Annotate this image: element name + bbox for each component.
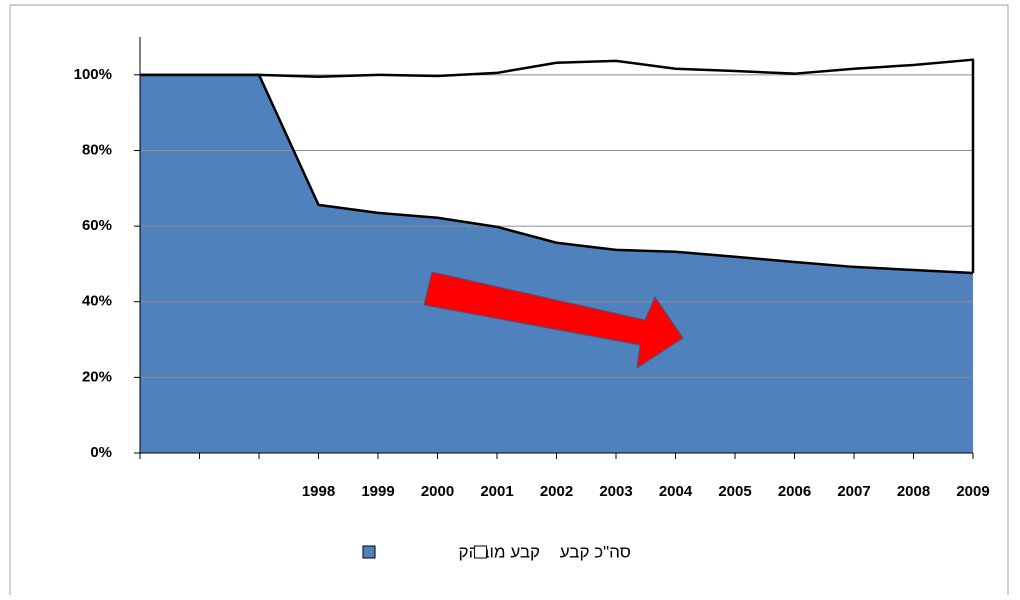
legend-swatch: [474, 545, 488, 559]
series-line: [140, 58, 975, 273]
trend-arrow: [423, 271, 684, 370]
x-tick-label: 2006: [778, 483, 811, 500]
y-tick-label: 80%: [82, 141, 112, 158]
x-tick-label: 2009: [956, 483, 989, 500]
x-tick-label: 2008: [897, 483, 930, 500]
legend-label: סה"כ קבע: [560, 542, 631, 561]
y-tick-label: 40%: [82, 293, 112, 310]
y-tick-label: 0%: [90, 444, 112, 461]
x-tick-label: 1998: [302, 483, 335, 500]
x-tick-label: 2001: [480, 483, 513, 500]
series-line: [140, 73, 974, 275]
x-tick-label: 1999: [361, 483, 394, 500]
area-fill: [140, 74, 973, 454]
x-tick-label: 2002: [540, 483, 573, 500]
y-tick-label: 100%: [74, 66, 112, 83]
legend-label: קבע מובהק: [459, 542, 541, 561]
x-tick-label: 2000: [421, 483, 454, 500]
x-tick-label: 2005: [718, 483, 751, 500]
y-tick-label: 60%: [82, 217, 112, 234]
x-tick-label: 2007: [837, 483, 870, 500]
y-tick-label: 20%: [82, 368, 112, 385]
legend-swatch: [362, 545, 376, 559]
x-tick-label: 2004: [659, 483, 693, 500]
x-tick-label: 2003: [599, 483, 632, 500]
plot-area: 0% 20% 40% 60% 80% 100% 1998 1999 2000 2001 2002 20…: [74, 37, 990, 561]
